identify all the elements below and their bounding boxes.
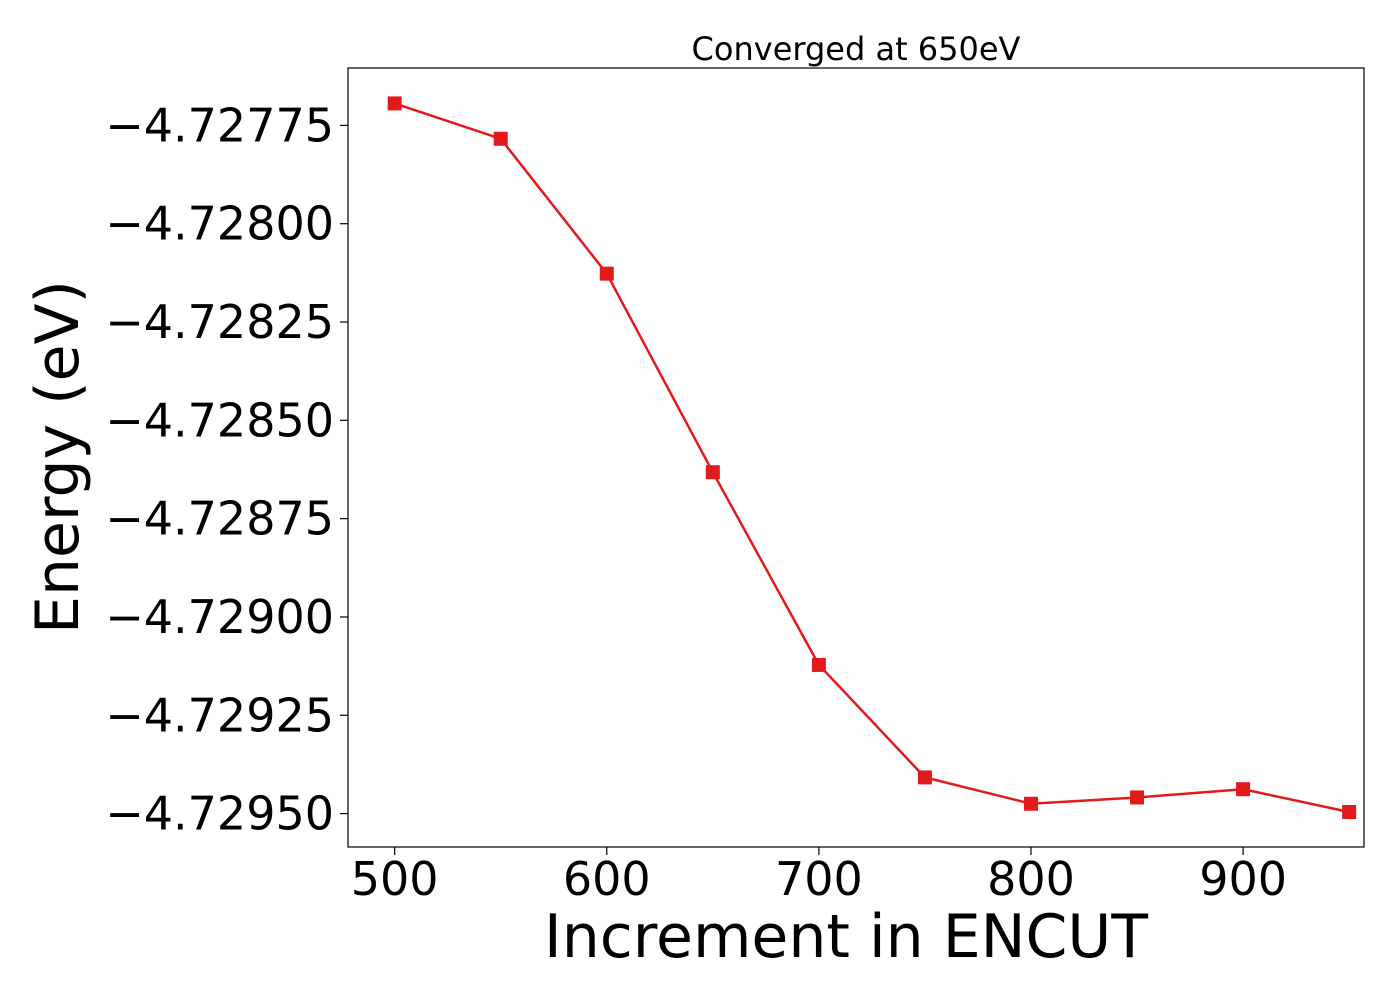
data-point [1342,805,1357,820]
data-point [1236,782,1251,797]
x-tick-label: 900 [1199,852,1287,906]
data-point [917,770,932,785]
y-tick-label: −4.72775 [105,98,334,152]
y-tick-label: −4.72925 [105,688,334,742]
y-tick-label: −4.72875 [105,492,334,546]
x-tick-label: 500 [351,852,439,906]
y-tick-label: −4.72950 [105,787,334,841]
data-point [493,131,508,146]
data-point [1023,796,1038,811]
y-tick-label: −4.72825 [105,295,334,349]
x-tick-label: 800 [987,852,1075,906]
data-point [705,465,720,480]
data-point [811,657,826,672]
series-line [394,102,1350,814]
y-axis: −4.72775 −4.72800 −4.72825 −4.72850 −4.72875… [105,98,348,841]
data-point [1130,790,1145,805]
x-axis: 500 600 700 800 900 [351,847,1287,906]
x-axis-label: Increment in ENCUT [544,902,1148,972]
data-point [387,96,402,111]
data-point [599,266,614,281]
y-tick-label: −4.72900 [105,590,334,644]
y-tick-label: −4.72800 [105,197,334,251]
x-tick-label: 700 [775,852,863,906]
series-markers [387,96,1357,820]
y-axis-label: Energy (eV) [23,280,93,634]
chart-title: Converged at 650eV [692,30,1021,68]
y-tick-label: −4.72850 [105,393,334,447]
plot-area [347,67,1365,848]
x-tick-label: 600 [563,852,651,906]
